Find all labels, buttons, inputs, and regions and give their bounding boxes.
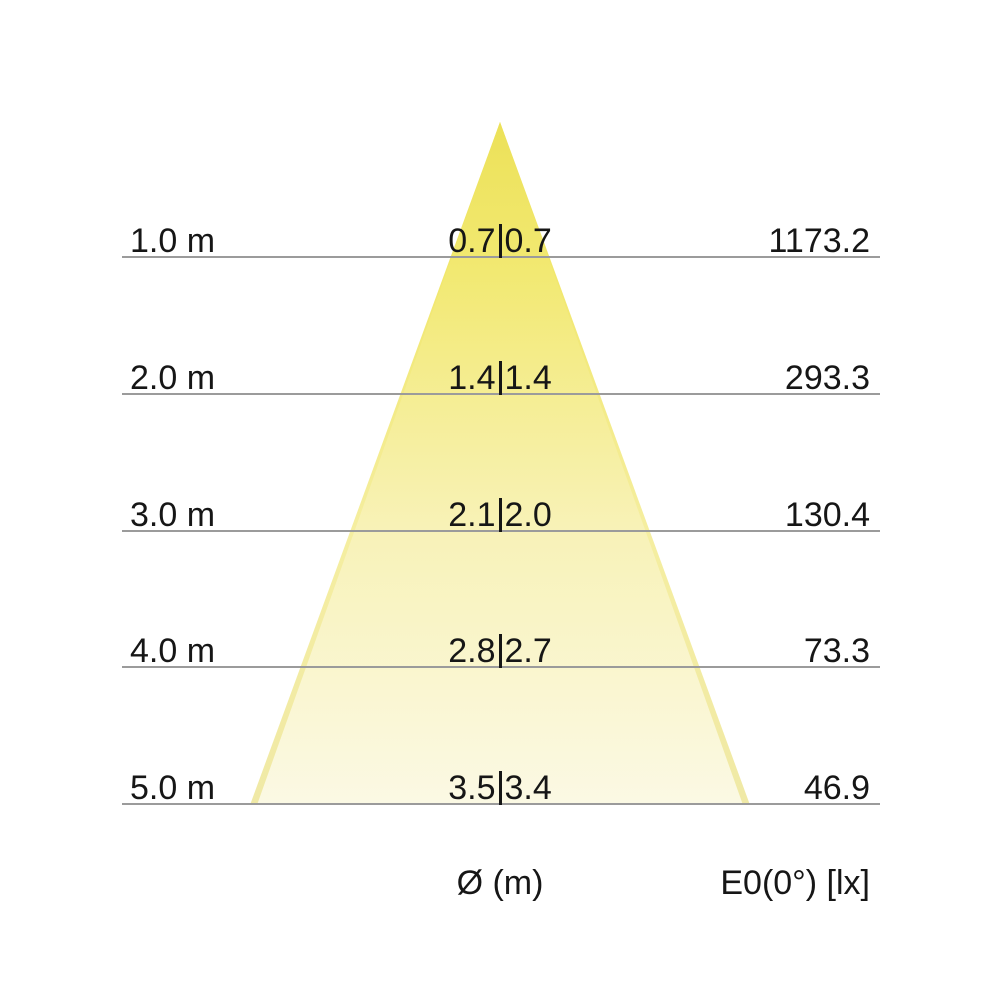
distance-label: 5.0 m: [130, 769, 216, 807]
illuminance-value: 73.3: [803, 632, 870, 670]
beam-diameter-right: 2.0: [504, 496, 552, 534]
beam-diameter-group: 1.4 1.4: [0, 361, 1000, 395]
beam-diameter-group: 2.8 2.7: [0, 634, 1000, 668]
distance-label: 2.0 m: [130, 359, 216, 397]
center-tick: [498, 224, 502, 258]
beam-diameter-group: 0.7 0.7: [0, 224, 1000, 258]
center-tick: [498, 498, 502, 532]
illuminance-value: 46.9: [803, 769, 870, 807]
distance-label: 4.0 m: [130, 632, 216, 670]
center-tick: [498, 361, 502, 395]
illuminance-column-header: E0(0°) [lx]: [720, 864, 870, 902]
beam-diameter-right: 3.4: [504, 769, 552, 807]
beam-diameter-left: 2.1: [448, 496, 496, 534]
illuminance-value: 1173.2: [768, 222, 870, 260]
beam-diameter-left: 1.4: [448, 359, 496, 397]
distance-label: 3.0 m: [130, 496, 216, 534]
center-tick: [498, 771, 502, 805]
beam-diameter-right: 0.7: [504, 222, 552, 260]
diameter-column-header: Ø (m): [456, 864, 544, 902]
center-tick: [498, 634, 502, 668]
beam-diameter-right: 1.4: [504, 359, 552, 397]
beam-diameter-group: 2.1 2.0: [0, 498, 1000, 532]
beam-diameter-left: 3.5: [448, 769, 496, 807]
illuminance-value: 293.3: [784, 359, 870, 397]
illuminance-value: 130.4: [784, 496, 870, 534]
cone-inner-beam: [257, 122, 743, 805]
beam-diameter-right: 2.7: [504, 632, 552, 670]
beam-diameter-left: 2.8: [448, 632, 496, 670]
beam-diameter-left: 0.7: [448, 222, 496, 260]
beam-diameter-group: 3.5 3.4: [0, 771, 1000, 805]
distance-label: 1.0 m: [130, 222, 216, 260]
